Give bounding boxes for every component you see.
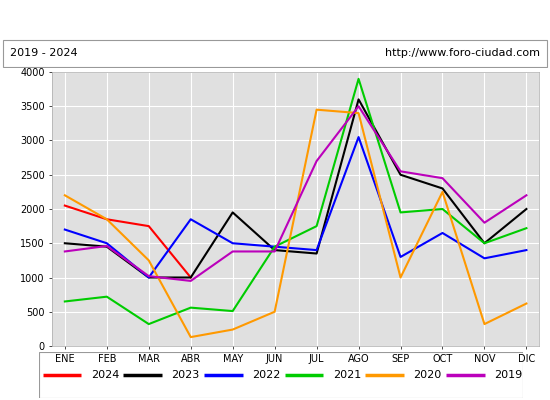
Text: 2019 - 2024: 2019 - 2024	[10, 48, 78, 58]
Text: Evolucion Nº Turistas Nacionales en el municipio de Castril: Evolucion Nº Turistas Nacionales en el m…	[72, 12, 478, 26]
Text: 2021: 2021	[333, 370, 361, 380]
Text: 2019: 2019	[494, 370, 522, 380]
Text: http://www.foro-ciudad.com: http://www.foro-ciudad.com	[385, 48, 540, 58]
Text: 2020: 2020	[414, 370, 442, 380]
Text: 2024: 2024	[91, 370, 119, 380]
Text: 2022: 2022	[252, 370, 280, 380]
Text: 2023: 2023	[172, 370, 200, 380]
